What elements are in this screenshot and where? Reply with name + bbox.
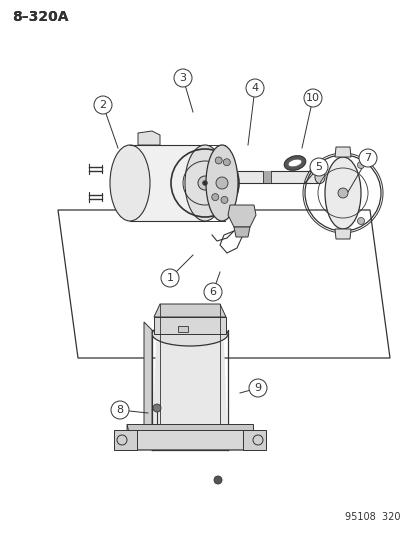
Text: 95108  320: 95108 320 xyxy=(344,512,400,522)
Circle shape xyxy=(174,69,192,87)
Circle shape xyxy=(214,476,222,484)
Text: 4: 4 xyxy=(251,83,259,93)
Circle shape xyxy=(246,79,264,97)
Circle shape xyxy=(161,269,179,287)
Circle shape xyxy=(111,401,129,419)
Circle shape xyxy=(221,197,228,204)
Circle shape xyxy=(203,181,208,185)
Text: 6: 6 xyxy=(210,287,217,297)
Polygon shape xyxy=(154,317,226,334)
Circle shape xyxy=(223,159,230,166)
Ellipse shape xyxy=(152,322,228,346)
Ellipse shape xyxy=(325,157,361,229)
Circle shape xyxy=(216,177,228,189)
Ellipse shape xyxy=(284,156,306,171)
Text: 8–320A: 8–320A xyxy=(12,10,68,24)
Ellipse shape xyxy=(185,145,225,221)
Polygon shape xyxy=(178,326,188,332)
Polygon shape xyxy=(243,430,266,450)
Circle shape xyxy=(153,404,161,412)
Text: 3: 3 xyxy=(180,73,186,83)
Circle shape xyxy=(304,89,322,107)
Polygon shape xyxy=(144,322,152,450)
Polygon shape xyxy=(228,205,256,227)
Ellipse shape xyxy=(288,159,302,167)
Polygon shape xyxy=(263,171,271,183)
Polygon shape xyxy=(234,227,250,237)
Circle shape xyxy=(357,161,364,168)
Text: 8: 8 xyxy=(117,405,124,415)
Text: 5: 5 xyxy=(315,162,322,172)
Text: 9: 9 xyxy=(254,383,261,393)
Circle shape xyxy=(310,158,328,176)
Polygon shape xyxy=(114,430,137,450)
Polygon shape xyxy=(238,171,320,183)
Circle shape xyxy=(204,283,222,301)
Circle shape xyxy=(357,217,364,224)
Circle shape xyxy=(212,193,219,200)
Polygon shape xyxy=(127,424,132,450)
Ellipse shape xyxy=(315,171,325,183)
Text: 7: 7 xyxy=(364,153,371,163)
Polygon shape xyxy=(335,147,351,157)
Circle shape xyxy=(94,96,112,114)
Circle shape xyxy=(198,176,212,190)
Polygon shape xyxy=(138,131,160,145)
Text: 1: 1 xyxy=(166,273,173,283)
Text: 10: 10 xyxy=(306,93,320,103)
Polygon shape xyxy=(130,145,205,221)
Polygon shape xyxy=(127,430,253,450)
Circle shape xyxy=(338,188,348,198)
Polygon shape xyxy=(152,342,228,450)
Text: 2: 2 xyxy=(100,100,107,110)
Circle shape xyxy=(359,149,377,167)
Polygon shape xyxy=(335,229,351,239)
Text: 8–320A: 8–320A xyxy=(12,10,68,24)
Polygon shape xyxy=(154,304,226,317)
Polygon shape xyxy=(127,424,253,430)
Circle shape xyxy=(215,157,222,164)
Circle shape xyxy=(249,379,267,397)
Ellipse shape xyxy=(206,145,238,221)
Ellipse shape xyxy=(110,145,150,221)
